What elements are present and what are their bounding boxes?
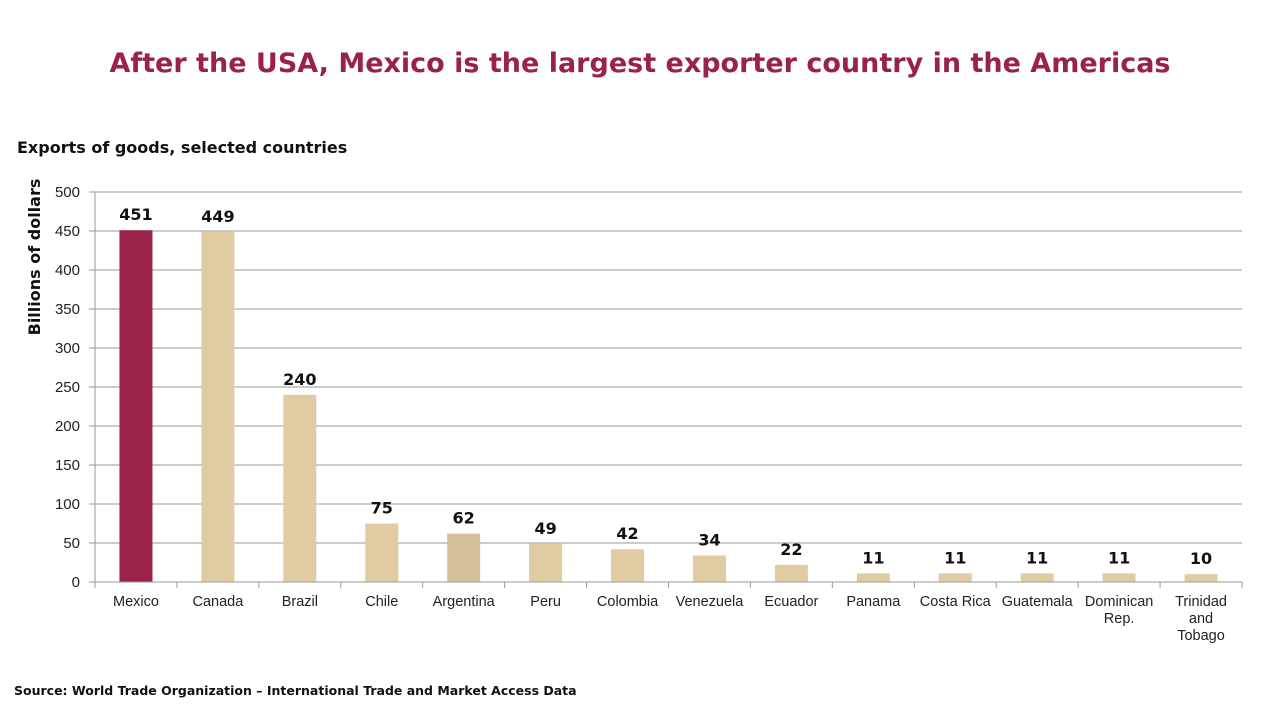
x-tick-label: Venezuela [676,594,745,610]
bar [1020,573,1054,582]
x-tick-label: Trinidad and Tobago [1175,594,1227,644]
bar [1102,573,1136,582]
y-tick-label: 150 [55,457,80,474]
bar [1184,574,1218,582]
x-tick-label: Costa Rica [920,594,992,610]
chart-subtitle: Exports of goods, selected countries [17,138,348,157]
x-tick-label-line: and [1189,611,1213,627]
x-tick-label: Dominican Rep. [1085,594,1154,627]
x-tick-label: Canada [192,594,244,610]
x-tick-label-line: Costa Rica [920,594,992,610]
x-tick-label: Peru [530,594,561,610]
bar [201,231,235,582]
x-tick-label-line: Tobago [1177,628,1225,644]
bar [365,523,399,582]
y-tick-label: 250 [55,379,80,396]
x-tick-label: Colombia [597,594,659,610]
source-note: Source: World Trade Organization – Inter… [14,683,577,698]
x-tick-label: Mexico [113,594,159,610]
data-label: 49 [534,519,556,538]
x-tick-label-line: Ecuador [764,594,818,610]
x-tick-label-line: Venezuela [676,594,745,610]
x-tick-label: Panama [846,594,901,610]
y-tick-label: 300 [55,340,80,357]
data-label: 11 [862,548,884,567]
data-label: 62 [453,509,475,528]
bar [692,555,726,582]
bar [119,230,153,582]
x-tick-label: Ecuador [764,594,818,610]
x-tick-label-line: Colombia [597,594,659,610]
data-label: 75 [371,499,393,518]
data-label: 34 [698,530,720,549]
y-tick-label: 500 [55,184,80,201]
x-tick-label-line: Mexico [113,594,159,610]
x-tick-label-line: Rep. [1104,611,1135,627]
x-tick-label-line: Peru [530,594,561,610]
data-label: 11 [1026,548,1048,567]
data-label: 11 [944,548,966,567]
data-label: 11 [1108,548,1130,567]
x-tick-label-line: Trinidad [1175,594,1227,610]
y-tick-label: 100 [55,496,80,513]
y-tick-label: 400 [55,262,80,279]
bar [774,564,808,582]
data-label: 451 [119,205,152,224]
x-tick-label: Brazil [282,594,318,610]
x-tick-label-line: Guatemala [1002,594,1074,610]
x-tick-label-line: Canada [192,594,244,610]
data-label: 22 [780,540,802,559]
data-label: 10 [1190,549,1212,568]
data-label: 42 [616,524,638,543]
y-tick-label: 200 [55,418,80,435]
chart-title: After the USA, Mexico is the largest exp… [109,48,1171,79]
x-tick-label-line: Dominican [1085,594,1154,610]
x-tick-label: Chile [365,594,398,610]
x-tick-label: Guatemala [1002,594,1074,610]
x-tick-label: Argentina [433,594,496,610]
data-label: 449 [201,207,234,226]
y-tick-label: 0 [72,574,80,591]
data-label: 240 [283,370,316,389]
x-tick-label-line: Brazil [282,594,318,610]
bar [938,573,972,582]
y-tick-label: 450 [55,223,80,240]
bar [283,394,317,582]
y-axis-label: Billions of dollars [25,179,44,336]
x-tick-label-line: Argentina [433,594,496,610]
bar [856,573,890,582]
x-tick-label-line: Chile [365,594,398,610]
bar [529,543,563,582]
y-tick-label: 50 [63,535,80,552]
bar [447,533,481,582]
y-tick-label: 350 [55,301,80,318]
x-tick-label-line: Panama [846,594,901,610]
bar [611,549,645,582]
